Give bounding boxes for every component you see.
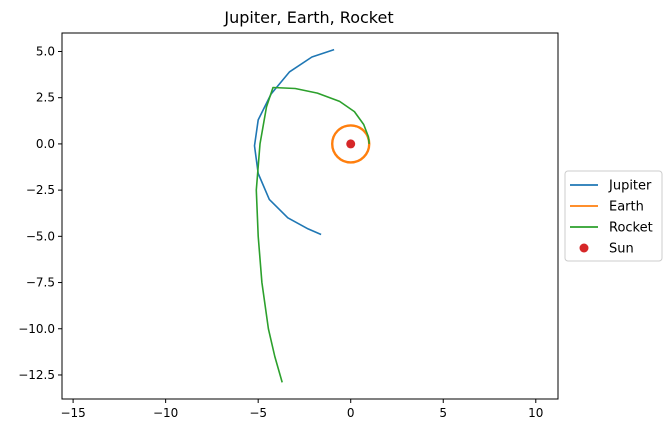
chart-title: Jupiter, Earth, Rocket [223,8,393,27]
y-tick-label: −12.5 [18,368,55,382]
series-rocket-line [255,86,370,383]
y-tick-label: −5.0 [26,229,55,243]
legend: Jupiter Earth Rocket Sun [564,170,663,262]
y-tick-label: 5.0 [36,44,55,58]
legend-rocket-label: Rocket [609,221,653,236]
x-tick-label: −10 [153,406,178,420]
y-tick-label: 2.5 [36,91,55,105]
legend-sun-label: Sun [609,242,634,257]
series-sun-marker [346,139,356,149]
legend-sun-swatch [579,243,589,253]
x-tick-label: 10 [528,406,543,420]
x-axis: −15 −10 −5 0 5 10 [60,399,543,420]
x-tick-label: −15 [60,406,85,420]
x-tick-label: 0 [347,406,355,420]
y-tick-label: −2.5 [26,183,55,197]
x-tick-label: −5 [249,406,267,420]
series-earth-orbit [331,124,371,164]
y-axis: 5.0 2.5 0.0 −2.5 −5.0 −7.5 −10.0 −12.5 [18,44,62,382]
y-tick-label: −7.5 [26,276,55,290]
legend-earth-label: Earth [609,200,644,215]
legend-jupiter-label: Jupiter [608,179,652,194]
plot-area [253,48,371,383]
y-tick-label: −10.0 [18,322,55,336]
series-jupiter-line [253,48,335,236]
y-tick-label: 0.0 [36,137,55,151]
plot-frame [61,32,559,400]
x-tick-label: 5 [439,406,447,420]
legend-box [564,170,663,262]
